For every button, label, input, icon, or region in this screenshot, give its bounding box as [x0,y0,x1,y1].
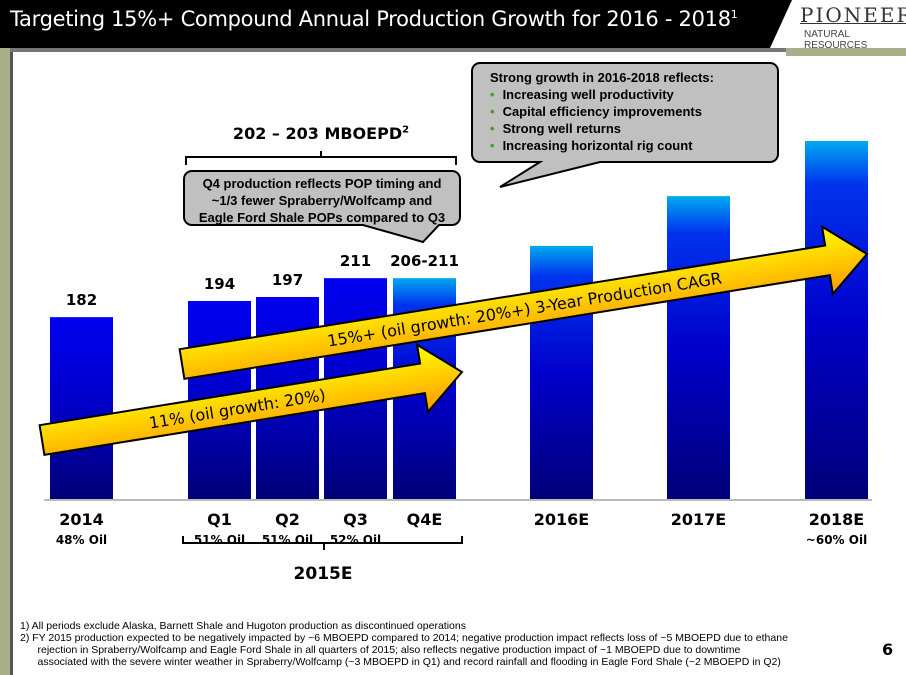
bar-2017e [667,196,730,501]
footnote: 1) All periods exclude Alaska, Barnett S… [20,620,466,632]
footnotes: 1) All periods exclude Alaska, Barnett S… [20,620,788,668]
footnote: associated with the severe winter weathe… [20,656,781,668]
title-footnote-marker: 1 [730,8,738,21]
q4-callout-text: Q4 production reflects POP timing and ~1… [186,175,458,226]
growth-callout-title: Strong growth in 2016-2018 reflects: [490,70,714,85]
bullet-icon: • [490,87,495,102]
category-label: 2018E [808,510,865,529]
growth-callout-text: Strong growth in 2016-2018 reflects: • In… [490,69,714,154]
logo-text: PIONEER [800,3,906,27]
bullet-text: Increasing well productivity [502,87,674,102]
growth-bullet: • Capital efficiency improvements [490,103,714,120]
bullet-text: Increasing horizontal rig count [502,138,693,153]
page-number: 6 [882,640,894,659]
oil-share-label: 51% Oil [193,533,246,547]
data-label: 206-211 [390,252,459,271]
category-label: 2016E [533,510,590,529]
group-label-2015e: 2015E [293,564,353,584]
growth-callout-bubble [471,62,779,188]
q4-callout-bubble [183,170,461,244]
oil-share-label: 51% Oil [261,533,314,547]
footnote: 2) FY 2015 production expected to be neg… [20,632,788,644]
bar-2018e [805,141,868,500]
growth-bullet: • Increasing well productivity [490,86,714,103]
oil-share-label: 48% Oil [55,533,108,547]
category-label: Q2 [275,510,300,529]
q4-callout-line: Q4 production reflects POP timing and [202,176,442,191]
pioneer-logo: PIONEER NATURAL RESOURCES [770,0,906,48]
group-total-bracket [185,151,457,165]
arrow-shape [178,224,869,380]
data-label: 182 [65,291,98,310]
oil-share-label: ~60% Oil [805,533,868,547]
data-label: 194 [203,275,236,293]
category-label: Q1 [207,510,232,529]
top-shadow [10,48,800,52]
group-total-text: 202 – 203 MBOEPD [232,124,403,143]
growth-bullet: • Strong well returns [490,120,714,137]
title-text: Targeting 15%+ Compound Annual Productio… [10,7,731,31]
bullet-icon: • [490,104,495,119]
arrow-shape [38,342,464,456]
q4-callout-line: Eagle Ford Shale POPs compared to Q3 [198,210,446,225]
q4-callout-line: ~1/3 fewer Spraberry/Wolfcamp and [211,193,433,208]
category-label: Q3 [343,510,368,529]
bullet-icon: • [490,138,495,153]
category-label: 2017E [670,510,727,529]
category-label: Q4E [406,510,443,529]
growth-bullet-list: • Increasing well productivity • Capital e… [490,86,714,154]
data-label: 197 [271,270,304,289]
logo-subtext: NATURAL RESOURCES [804,29,868,51]
title-bar: Targeting 15%+ Compound Annual Productio… [0,0,906,48]
slide-title: Targeting 15%+ Compound Annual Productio… [10,7,738,31]
left-shadow [10,48,13,675]
bullet-icon: • [490,121,495,136]
group-total-footnote: 2 [402,124,410,136]
category-label: 2014 [59,510,104,529]
bar-2014 [50,317,113,500]
left-accent-strip [0,48,10,675]
group-total-label: 202 – 203 MBOEPD2 [233,124,409,143]
growth-bullet: • Increasing horizontal rig count [490,137,714,154]
data-label: 211 [339,252,372,271]
2015-bracket [182,536,463,550]
oil-share-label: 52% Oil [329,533,382,547]
footnote: rejection in Spraberry/Wolfcamp and Eagl… [20,644,741,656]
bullet-text: Capital efficiency improvements [502,104,702,119]
right-accent [786,48,906,56]
bullet-text: Strong well returns [502,121,622,136]
